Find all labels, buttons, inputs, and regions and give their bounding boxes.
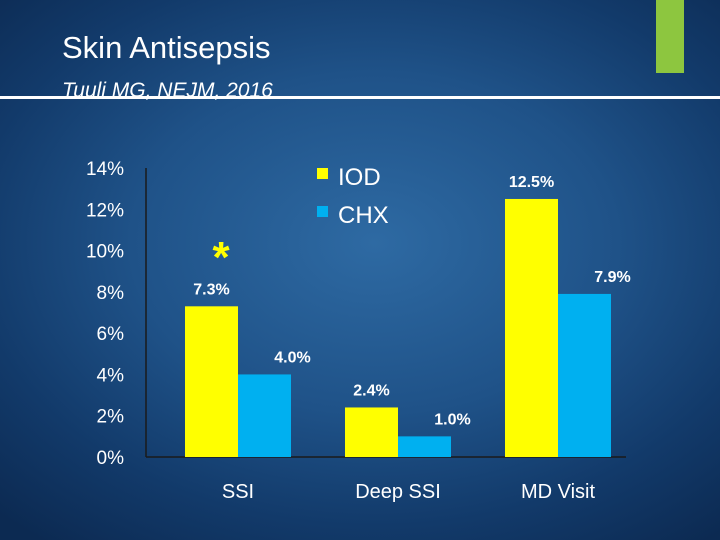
data-label: 7.9% [594,269,630,286]
data-label: 2.4% [353,382,389,399]
legend-label-iod: IOD [338,164,381,191]
y-tick-label: 10% [86,242,124,263]
legend-swatch-chx [317,206,328,217]
bar-chx [238,374,291,457]
y-tick-label: 6% [97,324,125,345]
x-category-label: SSI [222,481,254,503]
data-label: 1.0% [434,411,470,428]
legend-swatch-iod [317,168,328,179]
bar-iod [185,306,238,457]
x-category-label: MD Visit [521,481,596,503]
y-tick-label: 12% [86,200,124,221]
data-label: 4.0% [274,349,310,366]
bar-iod [505,198,558,457]
legend-label-chx: CHX [338,202,389,229]
bar-iod [345,407,398,457]
bar-chx [398,436,451,457]
x-category-label: Deep SSI [355,481,441,503]
data-label: 7.3% [193,281,229,298]
y-tick-label: 4% [97,365,125,386]
slide-title: Skin Antisepsis [62,30,271,65]
y-tick-label: 2% [97,407,125,428]
y-tick-label: 8% [97,283,125,304]
y-tick-label: 0% [97,448,125,469]
significance-asterisk: * [212,233,230,282]
title-divider [0,96,720,99]
data-label: 12.5% [509,174,554,191]
accent-bar [656,0,684,73]
y-tick-label: 14% [86,159,124,180]
bar-chx [558,293,611,457]
